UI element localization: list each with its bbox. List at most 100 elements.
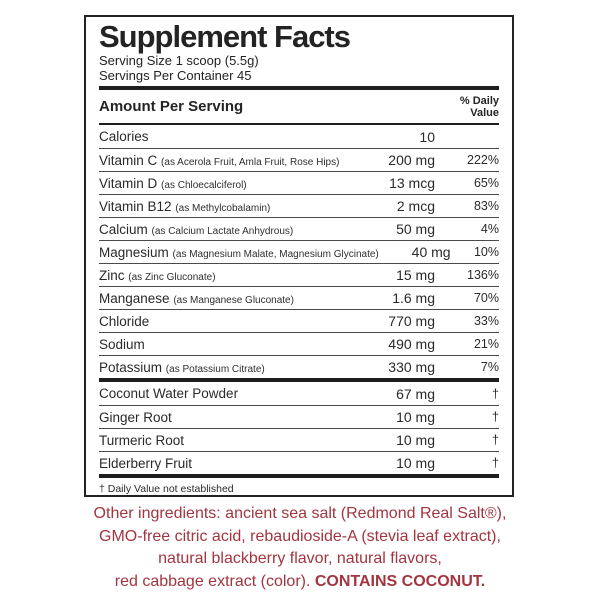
nutrient-name-cell: Vitamin C (as Acerola Fruit, Amla Fruit,… xyxy=(99,153,340,168)
nutrient-name-cell: Ginger Root xyxy=(99,410,340,425)
nutrient-name: Magnesium xyxy=(99,244,169,260)
table-row: Magnesium (as Magnesium Malate, Magnesiu… xyxy=(99,240,499,263)
nutrient-amount: 10 xyxy=(419,128,435,145)
nutrient-name: Potassium xyxy=(99,359,163,375)
column-header-row: Amount Per Serving % Daily Value xyxy=(99,90,499,123)
nutrient-name-cell: Calcium (as Calcium Lactate Anhydrous) xyxy=(99,222,340,237)
nutrient-amount: 13 mcg xyxy=(389,175,435,191)
other-ingredients-line: Other ingredients: ancient sea salt (Red… xyxy=(93,505,507,522)
table-row: Manganese (as Manganese Gluconate) 1.6 mg… xyxy=(99,286,499,309)
table-row: Vitamin D (as Chloecalciferol) 13 mcg 65% xyxy=(99,171,499,194)
other-ingredients-line: GMO-free citric acid, rebaudioside-A (st… xyxy=(99,527,501,545)
nutrient-amount: 15 mg xyxy=(396,267,435,283)
nutrient-name-cell: Elderberry Fruit xyxy=(99,456,340,471)
daily-value-line1: % Daily xyxy=(459,94,499,107)
nutrient-daily-value: † xyxy=(492,410,499,424)
contains-coconut-statement: CONTAINS COCONUT. xyxy=(314,572,486,590)
nutrient-name-cell: Turmeric Root xyxy=(99,433,340,448)
nutrient-amount: 40 mg xyxy=(411,244,451,260)
botanical-rows: Coconut Water Powder 67 mg † Ginger Root 10 … xyxy=(99,382,499,474)
nutrient-name: Calories xyxy=(99,129,149,144)
servings-per-container: Servings Per Container 45 xyxy=(99,68,252,83)
nutrient-name-cell: Calories xyxy=(99,129,340,144)
table-row: Coconut Water Powder 67 mg † xyxy=(99,382,499,405)
nutrient-daily-value: 65% xyxy=(473,176,499,190)
nutrient-daily-value: † xyxy=(492,433,499,447)
table-row: Vitamin C (as Acerola Fruit, Amla Fruit,… xyxy=(99,148,499,171)
nutrient-name: Calcium xyxy=(99,221,148,237)
nutrient-detail: (as Potassium Citrate) xyxy=(165,363,265,375)
nutrient-name-cell: Vitamin D (as Chloecalciferol) xyxy=(99,176,340,191)
nutrient-daily-value: 33% xyxy=(473,314,499,328)
nutrient-detail: (as Methylcobalamin) xyxy=(175,202,271,214)
nutrient-detail: (as Chloecalciferol) xyxy=(161,179,247,191)
nutrient-daily-value: 222% xyxy=(467,153,499,167)
nutrient-daily-value: † xyxy=(492,386,499,401)
nutrient-name: Coconut Water Powder xyxy=(99,386,239,401)
nutrient-detail: (as Acerola Fruit, Amla Fruit, Rose Hips… xyxy=(161,156,340,168)
nutrient-name: Elderberry Fruit xyxy=(99,455,193,471)
nutrient-daily-value: 10% xyxy=(473,245,499,259)
nutrient-name: Sodium xyxy=(99,336,145,352)
table-row: Calories 10 xyxy=(99,125,499,148)
nutrient-amount: 770 mg xyxy=(388,313,435,329)
nutrient-name-cell: Coconut Water Powder xyxy=(99,386,340,401)
nutrient-detail: (as Zinc Gluconate) xyxy=(128,271,216,283)
other-ingredients-line-text: red cabbage extract (color). xyxy=(114,572,315,590)
divider-thick xyxy=(99,86,499,90)
table-row: Vitamin B12 (as Methylcobalamin) 2 mcg 83% xyxy=(99,194,499,217)
nutrient-amount: 10 mg xyxy=(396,455,435,471)
nutrient-name-cell: Vitamin B12 (as Methylcobalamin) xyxy=(99,199,340,214)
table-row: Turmeric Root 10 mg † xyxy=(99,428,499,451)
nutrient-detail: (as Manganese Gluconate) xyxy=(173,294,294,306)
nutrient-amount: 2 mcg xyxy=(396,198,435,214)
nutrient-amount: 200 mg xyxy=(388,152,435,168)
nutrient-name-cell: Manganese (as Manganese Gluconate) xyxy=(99,291,340,306)
panel-title: Supplement Facts xyxy=(99,19,351,54)
other-ingredients: Other ingredients: ancient sea salt (Red… xyxy=(0,503,600,593)
table-row: Calcium (as Calcium Lactate Anhydrous) 50… xyxy=(99,217,499,240)
nutrient-amount: 67 mg xyxy=(396,385,435,402)
other-ingredients-line: natural blackberry flavor, natural flavo… xyxy=(158,550,442,567)
nutrient-name-cell: Magnesium (as Magnesium Malate, Magnesiu… xyxy=(99,245,379,260)
table-row: Elderberry Fruit 10 mg † xyxy=(99,451,499,474)
nutrient-amount: 50 mg xyxy=(396,221,435,237)
nutrient-name: Manganese xyxy=(99,290,170,306)
nutrient-name: Chloride xyxy=(99,313,150,329)
nutrient-name: Zinc xyxy=(99,267,125,283)
nutrient-rows: Calories 10 Vitamin C (as Acerola Fruit, A… xyxy=(99,125,499,378)
nutrient-daily-value: 136% xyxy=(467,268,499,282)
nutrient-name-cell: Potassium (as Potassium Citrate) xyxy=(99,360,340,375)
nutrient-name: Turmeric Root xyxy=(99,432,185,448)
nutrient-daily-value: 21% xyxy=(473,337,499,351)
divider-medium xyxy=(99,123,499,125)
nutrient-daily-value: † xyxy=(492,456,499,470)
nutrient-amount: 10 mg xyxy=(396,409,435,425)
serving-size: Serving Size 1 scoop (5.5g) xyxy=(99,53,259,68)
nutrient-name-cell: Chloride xyxy=(99,314,340,329)
nutrient-name: Ginger Root xyxy=(99,409,172,425)
nutrient-detail: (as Calcium Lactate Anhydrous) xyxy=(151,225,294,237)
nutrient-daily-value: 83% xyxy=(473,199,499,213)
other-ingredients-line: red cabbage extract (color). CONTAINS CO… xyxy=(0,571,600,594)
nutrient-daily-value: 4% xyxy=(480,222,499,236)
nutrient-name: Vitamin D xyxy=(99,175,158,191)
nutrient-name-cell: Zinc (as Zinc Gluconate) xyxy=(99,268,340,283)
nutrient-amount: 330 mg xyxy=(388,359,435,375)
divider-thick xyxy=(99,474,499,478)
amount-per-serving-label: Amount Per Serving xyxy=(99,98,244,115)
nutrient-daily-value: 70% xyxy=(473,291,499,305)
daily-value-line2: Value xyxy=(470,106,499,119)
divider-thick xyxy=(99,378,499,382)
nutrient-daily-value: 7% xyxy=(480,360,499,374)
nutrient-amount: 1.6 mg xyxy=(392,290,435,306)
nutrient-amount: 490 mg xyxy=(388,336,435,352)
daily-value-footnote: † Daily Value not established xyxy=(99,483,234,495)
nutrient-amount: 10 mg xyxy=(396,432,435,448)
nutrient-detail: (as Magnesium Malate, Magnesium Glycinat… xyxy=(172,248,379,260)
nutrient-name: Vitamin B12 xyxy=(99,198,172,214)
table-row: Zinc (as Zinc Gluconate) 15 mg 136% xyxy=(99,263,499,286)
nutrient-name: Vitamin C xyxy=(99,152,158,168)
daily-value-label: % Daily Value xyxy=(460,95,499,119)
